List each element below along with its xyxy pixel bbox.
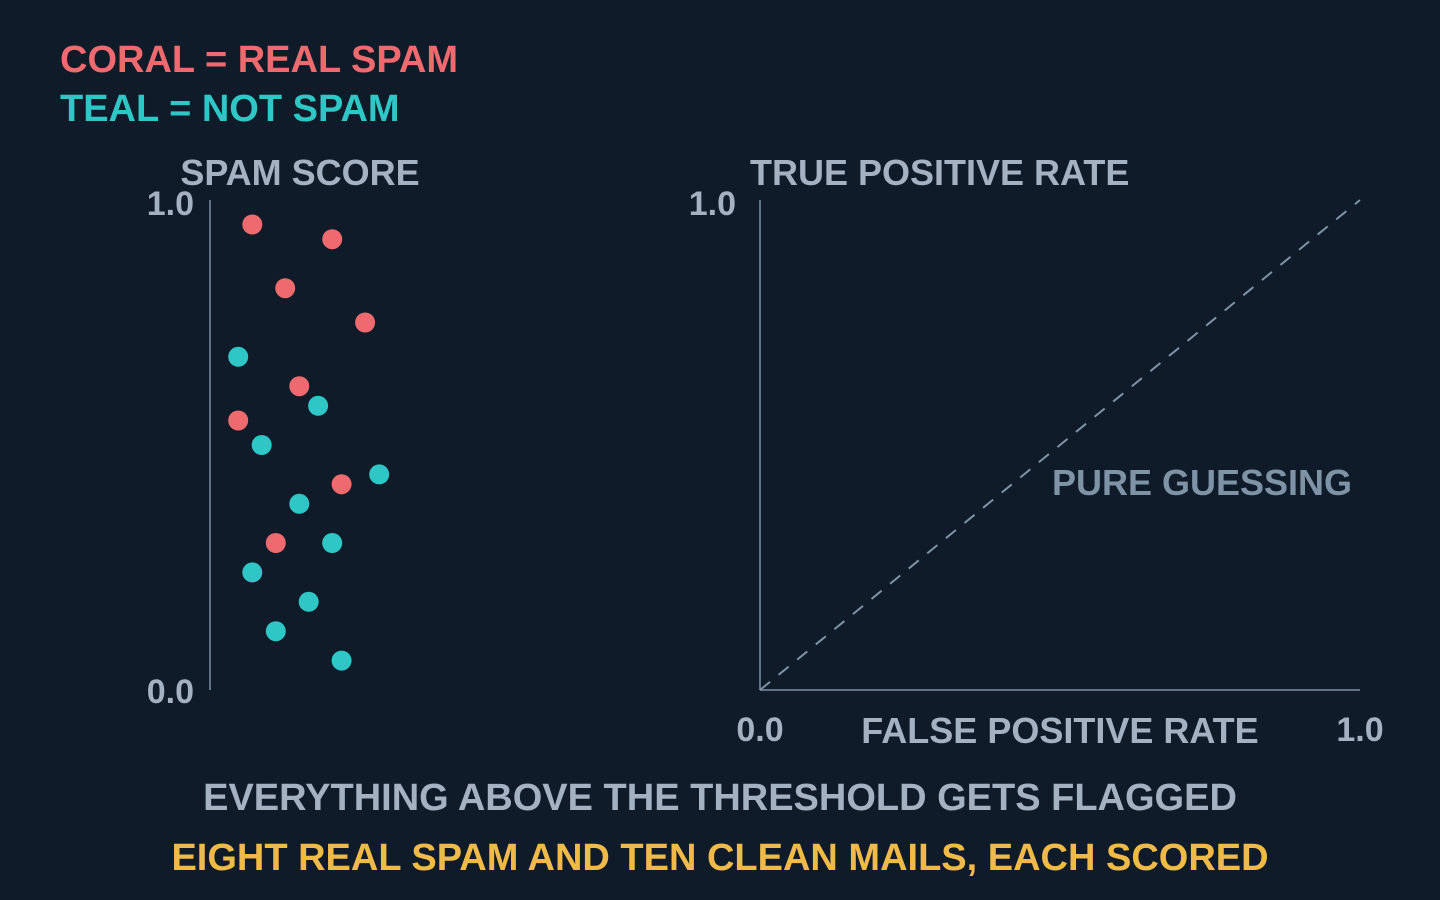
not-spam-mail-point-9 <box>265 621 286 642</box>
not-spam-mail-point-2 <box>308 395 329 416</box>
spam-mail-point-5 <box>289 376 310 397</box>
score-axis-title: SPAM SCORE <box>180 152 419 193</box>
score-tick-bottom: 0.0 <box>147 673 194 711</box>
spam-mail-point-6 <box>228 410 249 431</box>
score-tick-top: 1.0 <box>147 185 194 223</box>
not-spam-mail-point-1 <box>228 346 249 367</box>
pure-guessing-diagonal <box>759 199 1361 691</box>
not-spam-mail-point-8 <box>298 591 319 612</box>
spam-score-strip-chart: SPAM SCORE 1.0 0.0 <box>147 152 420 711</box>
not-spam-mail-point-4 <box>369 464 390 485</box>
roc-y-tick-top: 1.0 <box>689 185 736 223</box>
spam-mail-point-3 <box>275 278 296 299</box>
not-spam-mail-point-5 <box>289 493 310 514</box>
roc-chart: TRUE POSITIVE RATE 1.0 0.0 1.0 FALSE POS… <box>689 152 1384 751</box>
legend-clean-label: TEAL = NOT SPAM <box>60 88 400 130</box>
not-spam-mail-point-3 <box>251 435 272 455</box>
spam-mail-point-2 <box>322 229 343 250</box>
roc-y-axis-title: TRUE POSITIVE RATE <box>750 152 1129 193</box>
not-spam-mail-point-7 <box>242 562 263 583</box>
caption-line-1: EVERYTHING ABOVE THE THRESHOLD GETS FLAG… <box>203 777 1237 819</box>
not-spam-mail-point-10 <box>331 650 352 671</box>
spam-mail-point-7 <box>331 474 352 495</box>
not-spam-mail-point-6 <box>322 533 343 553</box>
spam-mail-point-8 <box>265 533 286 553</box>
roc-x-tick-right: 1.0 <box>1336 711 1383 749</box>
roc-x-axis-title: FALSE POSITIVE RATE <box>861 710 1258 751</box>
legend-spam-label: CORAL = REAL SPAM <box>60 39 458 81</box>
roc-x-tick-left: 0.0 <box>736 711 783 749</box>
caption-line-2: EIGHT REAL SPAM AND TEN CLEAN MAILS, EAC… <box>171 837 1268 879</box>
score-points <box>228 214 390 671</box>
spam-mail-point-1 <box>242 214 263 235</box>
spam-mail-point-4 <box>355 312 376 333</box>
pure-guessing-label: PURE GUESSING <box>1052 462 1352 503</box>
